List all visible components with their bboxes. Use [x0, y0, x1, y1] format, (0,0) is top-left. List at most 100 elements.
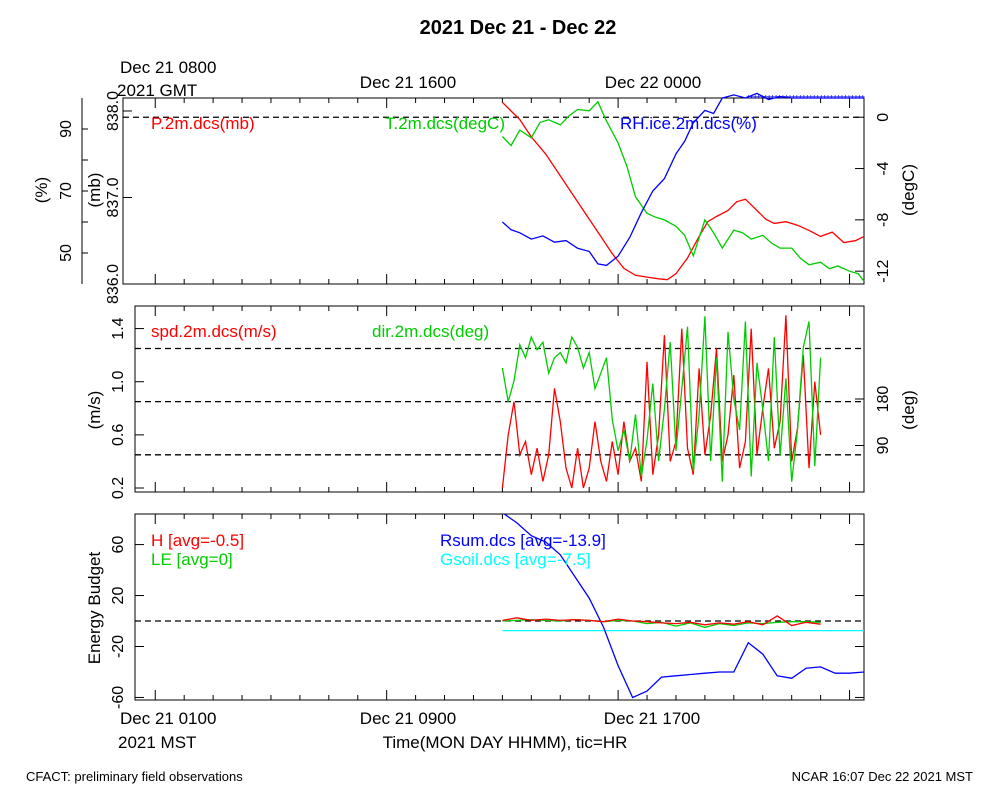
rh-clip-marker: * [816, 94, 820, 105]
bottom-axis-title: Time(MON DAY HHMM), tic=HR [383, 733, 628, 752]
panel-3-ticks [135, 514, 864, 700]
legend-pressure: P.2m.dcs(mb) [151, 114, 255, 133]
rh-clip-marker: * [850, 94, 854, 105]
panel-1-ticks [81, 98, 864, 285]
mb-tick-label: 838.0 [105, 91, 122, 131]
panel-3-axis-labels: -60 -20 20 60 Energy Budget [85, 536, 127, 709]
rh-clip-marker: * [757, 94, 761, 105]
rh-clip-marker: * [774, 94, 778, 105]
mb-tick-label: 837.0 [105, 177, 122, 217]
mb-tick-label: 836.0 [105, 264, 122, 304]
rh-clip-marker: * [795, 94, 799, 105]
legend-rsum: Rsum.dcs [avg=-13.9] [440, 531, 606, 550]
rh-clip-marker: * [746, 94, 750, 105]
energy-tick-label: 60 [110, 536, 127, 554]
rh-clip-marker: * [812, 94, 816, 105]
panel-pressure-temp-rh: * * * * * * * * * * * * * * * * * * * * * * * * * * * * * * * * * * 836.0… [32, 91, 918, 304]
panel-energy-budget: -60 -20 20 60 Energy Budget H [avg=-0.5] LE … [85, 513, 865, 709]
rh-clip-marker: * [823, 94, 827, 105]
panel-2-reference-lines [135, 347, 864, 456]
series-line-h [502, 615, 821, 627]
rh-clip-marker: * [826, 94, 830, 105]
pct-tick-label: 70 [58, 182, 75, 200]
ms-tick-label: 0.2 [110, 477, 127, 499]
rh-clip-marker: * [785, 94, 789, 105]
rh-clip-marker: * [857, 94, 861, 105]
degc-tick-label: -12 [875, 260, 892, 283]
rh-clip-marker: * [837, 94, 841, 105]
rh-clip-marker: * [750, 94, 754, 105]
rh-clip-marker: * [771, 94, 775, 105]
legend-le: LE [avg=0] [151, 550, 233, 569]
panel-3-clipped-series [502, 514, 864, 699]
rh-clip-marker: * [781, 94, 785, 105]
energy-tick-label: 20 [110, 587, 127, 605]
rh-clip-marker: * [753, 94, 757, 105]
panel-1-series: * * * * * * * * * * * * * * * * * * * * * * * * * * * * * * * * * * [501, 92, 865, 282]
energy-tick-label: -60 [110, 686, 127, 709]
top-axis-first-label-line1: Dec 21 0800 [120, 58, 216, 77]
deg-axis-label: (deg) [899, 390, 918, 430]
series-line-rsum [503, 514, 864, 699]
bottom-axis-label-1: Dec 21 0900 [360, 709, 456, 728]
rh-clip-marker: * [764, 94, 768, 105]
mb-axis-label: (mb) [85, 173, 104, 208]
top-axis-first-label-line2: 2021 GMT [117, 81, 197, 100]
series-line-wind-speed [501, 315, 822, 489]
rh-clip-marker: * [840, 94, 844, 105]
rh-clip-marker: * [830, 94, 834, 105]
rh-clip-marker: * [798, 94, 802, 105]
series-line-rh-ice [501, 92, 864, 267]
degc-tick-label: -8 [875, 213, 892, 227]
rh-clip-marker: * [788, 94, 792, 105]
rh-clip-marker: * [760, 94, 764, 105]
legend-temperature: T.2m.dcs(degC) [385, 114, 505, 133]
footer-right: NCAR 16:07 Dec 22 2021 MST [792, 769, 973, 784]
degc-axis-label: (degC) [899, 164, 918, 216]
deg-tick-label: 90 [875, 437, 892, 455]
series-line-pressure [501, 101, 865, 281]
rh-clip-marker: * [767, 94, 771, 105]
panel-2-axis-labels: 0.2 0.6 1.0 1.4 (m/s) 90 180 (deg) [85, 317, 918, 499]
pct-axis-label: (%) [32, 177, 51, 203]
rh-clip-marker: * [833, 94, 837, 105]
footer-left: CFACT: preliminary field observations [26, 769, 243, 784]
legend-wind-speed: spd.2m.dcs(m/s) [151, 322, 277, 341]
ms-tick-label: 1.0 [110, 371, 127, 393]
panel-3-frame [134, 513, 865, 701]
legend-rh-ice: RH.ice.2m.dcs(%) [620, 114, 757, 133]
rh-clip-marker: * [791, 94, 795, 105]
pct-tick-label: 50 [58, 244, 75, 262]
series-line-temperature [501, 100, 865, 282]
rh-clip-marker: * [819, 94, 823, 105]
panel-2-ticks [135, 306, 864, 492]
top-axis-label-2: Dec 22 0000 [605, 73, 701, 92]
rh-clip-marker: * [802, 94, 806, 105]
legend-h: H [avg=-0.5] [151, 531, 244, 550]
deg-tick-label: 180 [875, 386, 892, 413]
panel-wind: 0.2 0.6 1.0 1.4 (m/s) 90 180 (deg) spd.2m.dcs(m… [85, 305, 918, 499]
panel-1-axis-labels: 836.0 837.0 838.0 (mb) 50 70 90 (%) -12 -8 -4 0 (deg… [32, 91, 918, 304]
ms-tick-label: 1.4 [110, 317, 127, 339]
rh-clip-marker: * [854, 94, 858, 105]
rh-clip-marker: * [809, 94, 813, 105]
chart-title: 2021 Dec 21 - Dec 22 [420, 17, 617, 39]
series-line-wind-direction [501, 316, 822, 482]
rh-clip-marker: * [805, 94, 809, 105]
pct-tick-label: 90 [58, 120, 75, 138]
rh-clip-marker: * [844, 94, 848, 105]
rh-clip-marker: * [861, 94, 865, 105]
bottom-axis-first-label-line2: 2021 MST [118, 733, 196, 752]
degc-tick-label: 0 [875, 113, 892, 122]
panel-1-frame [122, 97, 865, 285]
bottom-axis-first-label-line1: Dec 21 0100 [120, 709, 216, 728]
legend-wind-direction: dir.2m.dcs(deg) [372, 322, 489, 341]
rh-clip-marker: * [778, 94, 782, 105]
panel-2-series [501, 315, 822, 489]
energy-axis-label: Energy Budget [85, 551, 104, 664]
bottom-axis-label-2: Dec 21 1700 [604, 709, 700, 728]
energy-tick-label: -20 [110, 635, 127, 658]
ms-tick-label: 0.6 [110, 424, 127, 446]
rh-clip-marker: * [847, 94, 851, 105]
